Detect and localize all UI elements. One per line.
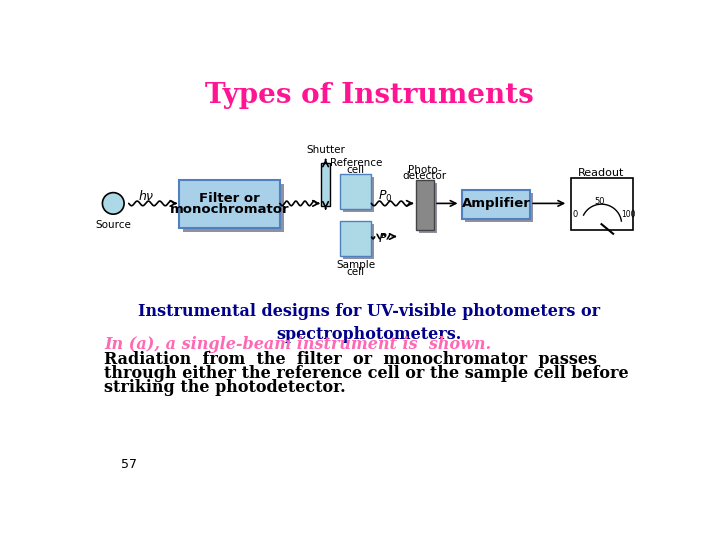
Text: Filter or: Filter or bbox=[199, 192, 260, 205]
FancyBboxPatch shape bbox=[183, 184, 284, 232]
Text: Photo-: Photo- bbox=[408, 165, 441, 174]
FancyBboxPatch shape bbox=[415, 180, 434, 231]
FancyBboxPatch shape bbox=[341, 174, 372, 209]
Text: cell: cell bbox=[347, 165, 365, 176]
Text: detector: detector bbox=[402, 172, 447, 181]
Text: monochromator: monochromator bbox=[170, 203, 289, 216]
Text: In (a), a single-beam instrument is  shown.: In (a), a single-beam instrument is show… bbox=[104, 336, 491, 353]
FancyBboxPatch shape bbox=[321, 163, 330, 206]
Text: Amplifier: Amplifier bbox=[462, 197, 531, 210]
Text: Reference: Reference bbox=[330, 158, 382, 168]
Text: 57: 57 bbox=[121, 457, 137, 470]
Text: Instrumental designs for UV-visible photometers or
spectrophotometers.: Instrumental designs for UV-visible phot… bbox=[138, 303, 600, 343]
Text: $P$: $P$ bbox=[378, 232, 388, 245]
Text: 0: 0 bbox=[572, 211, 577, 219]
Circle shape bbox=[102, 193, 124, 214]
FancyBboxPatch shape bbox=[179, 180, 280, 228]
Text: Radiation  from  the  filter  or  monochromator  passes: Radiation from the filter or monochromat… bbox=[104, 351, 597, 368]
Text: $P_0$: $P_0$ bbox=[378, 189, 393, 204]
Text: Source: Source bbox=[95, 220, 131, 231]
Text: Readout: Readout bbox=[578, 167, 625, 178]
FancyBboxPatch shape bbox=[341, 221, 372, 256]
FancyBboxPatch shape bbox=[462, 190, 530, 219]
Text: Types of Instruments: Types of Instruments bbox=[204, 82, 534, 109]
FancyBboxPatch shape bbox=[465, 193, 534, 222]
Text: $h\nu$: $h\nu$ bbox=[138, 188, 155, 202]
FancyBboxPatch shape bbox=[570, 178, 632, 231]
Text: striking the photodetector.: striking the photodetector. bbox=[104, 379, 346, 396]
Text: Shutter: Shutter bbox=[306, 145, 345, 155]
FancyBboxPatch shape bbox=[343, 177, 374, 212]
Text: Sample: Sample bbox=[336, 260, 375, 270]
Text: through either the reference cell or the sample cell before: through either the reference cell or the… bbox=[104, 365, 629, 382]
FancyBboxPatch shape bbox=[343, 224, 374, 259]
Text: 100: 100 bbox=[621, 211, 636, 219]
FancyBboxPatch shape bbox=[418, 184, 437, 233]
Text: cell: cell bbox=[347, 267, 365, 277]
Text: 50: 50 bbox=[595, 197, 606, 206]
